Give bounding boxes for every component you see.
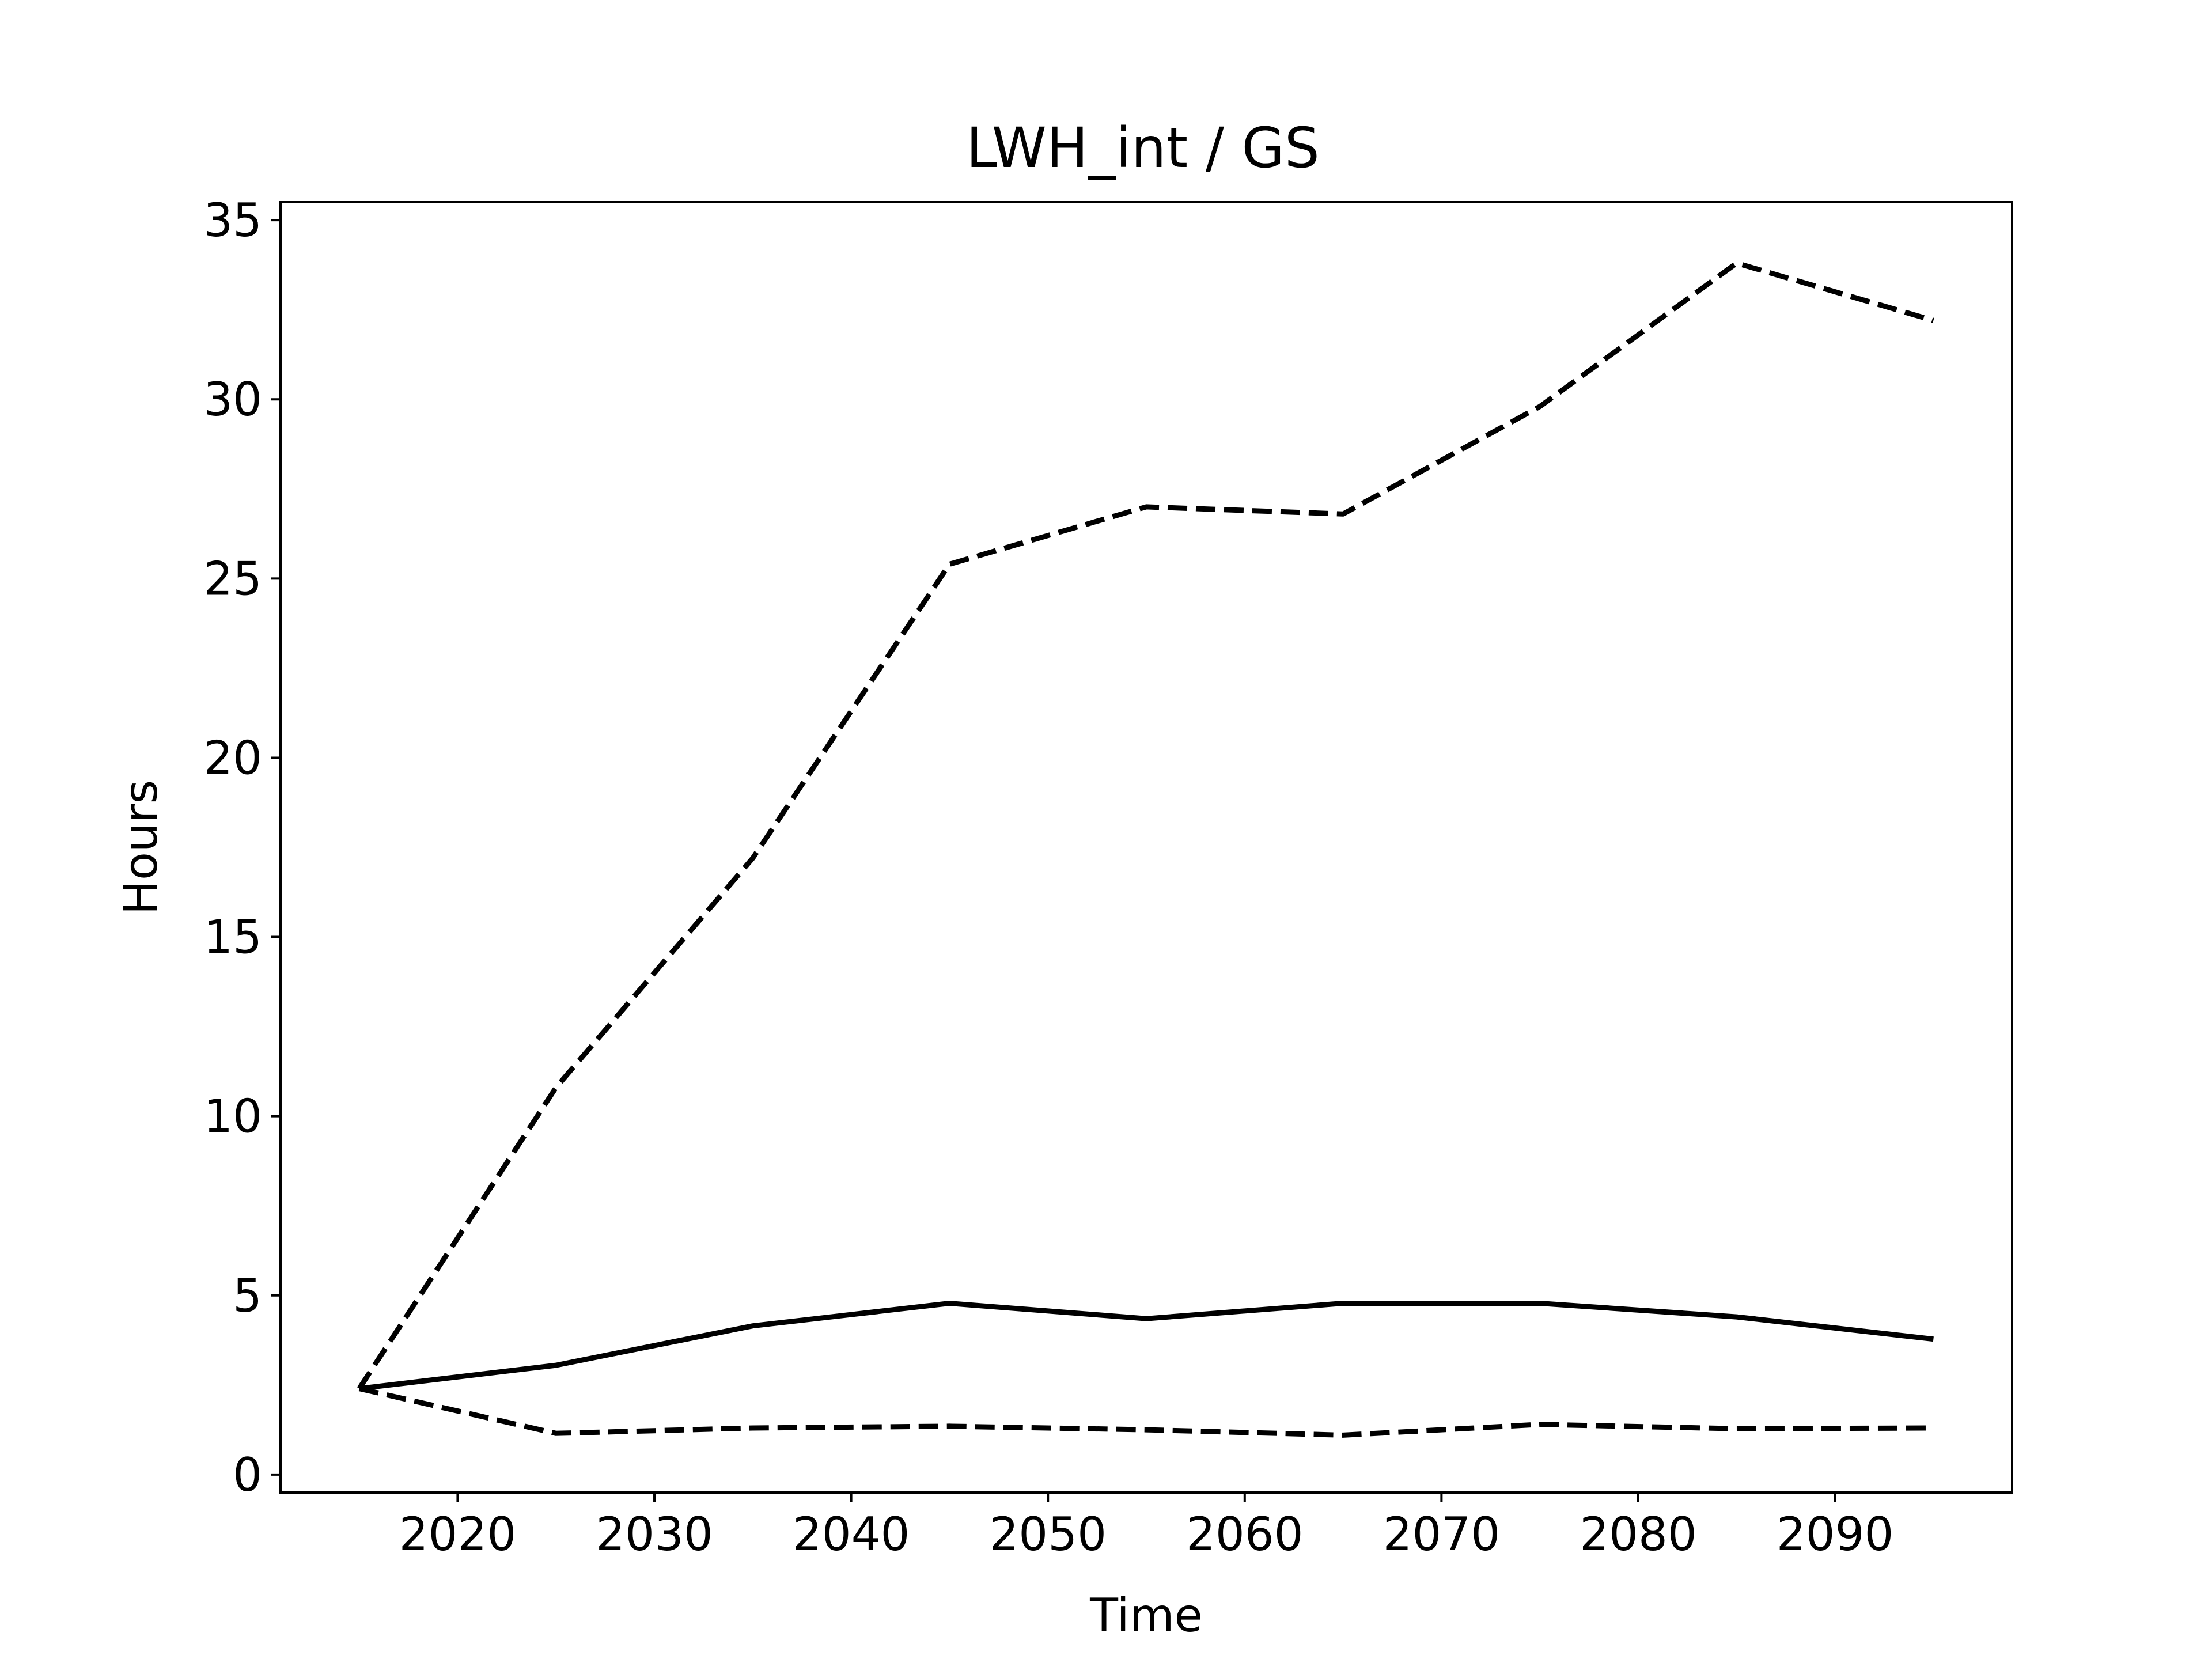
x-axis-ticks: 2020 2030 2040 2050 2060 2070 2080 2090 (399, 1493, 1894, 1561)
x-tick-label: 2070 (1383, 1508, 1501, 1561)
x-tick-label: 2080 (1580, 1508, 1697, 1561)
y-tick-label: 35 (203, 194, 262, 247)
chart-title: LWH_int / GS (966, 116, 1320, 180)
y-tick-label: 15 (203, 911, 262, 964)
x-tick-label: 2060 (1186, 1508, 1304, 1561)
series-line-3 (358, 1386, 1934, 1438)
series-line-1 (359, 1301, 1934, 1392)
x-tick-label: 2040 (793, 1508, 910, 1561)
y-tick-label: 10 (203, 1090, 262, 1143)
y-axis-label: Hours (114, 780, 168, 915)
plot-lines (357, 260, 1934, 1438)
series-line-2 (357, 260, 1934, 1391)
y-axis-ticks: 0 5 10 15 20 25 30 35 (203, 194, 281, 1502)
x-axis-label: Time (1089, 1589, 1203, 1642)
y-tick-label: 5 (233, 1269, 262, 1323)
y-tick-label: 0 (233, 1448, 262, 1502)
x-tick-label: 2090 (1777, 1508, 1894, 1561)
y-tick-label: 25 (203, 552, 262, 605)
x-tick-label: 2030 (596, 1508, 713, 1561)
x-tick-label: 2050 (989, 1508, 1107, 1561)
plot-frame (279, 201, 2013, 1494)
x-tick-label: 2020 (399, 1508, 517, 1561)
y-tick-label: 30 (203, 373, 262, 426)
y-tick-label: 20 (203, 731, 262, 785)
